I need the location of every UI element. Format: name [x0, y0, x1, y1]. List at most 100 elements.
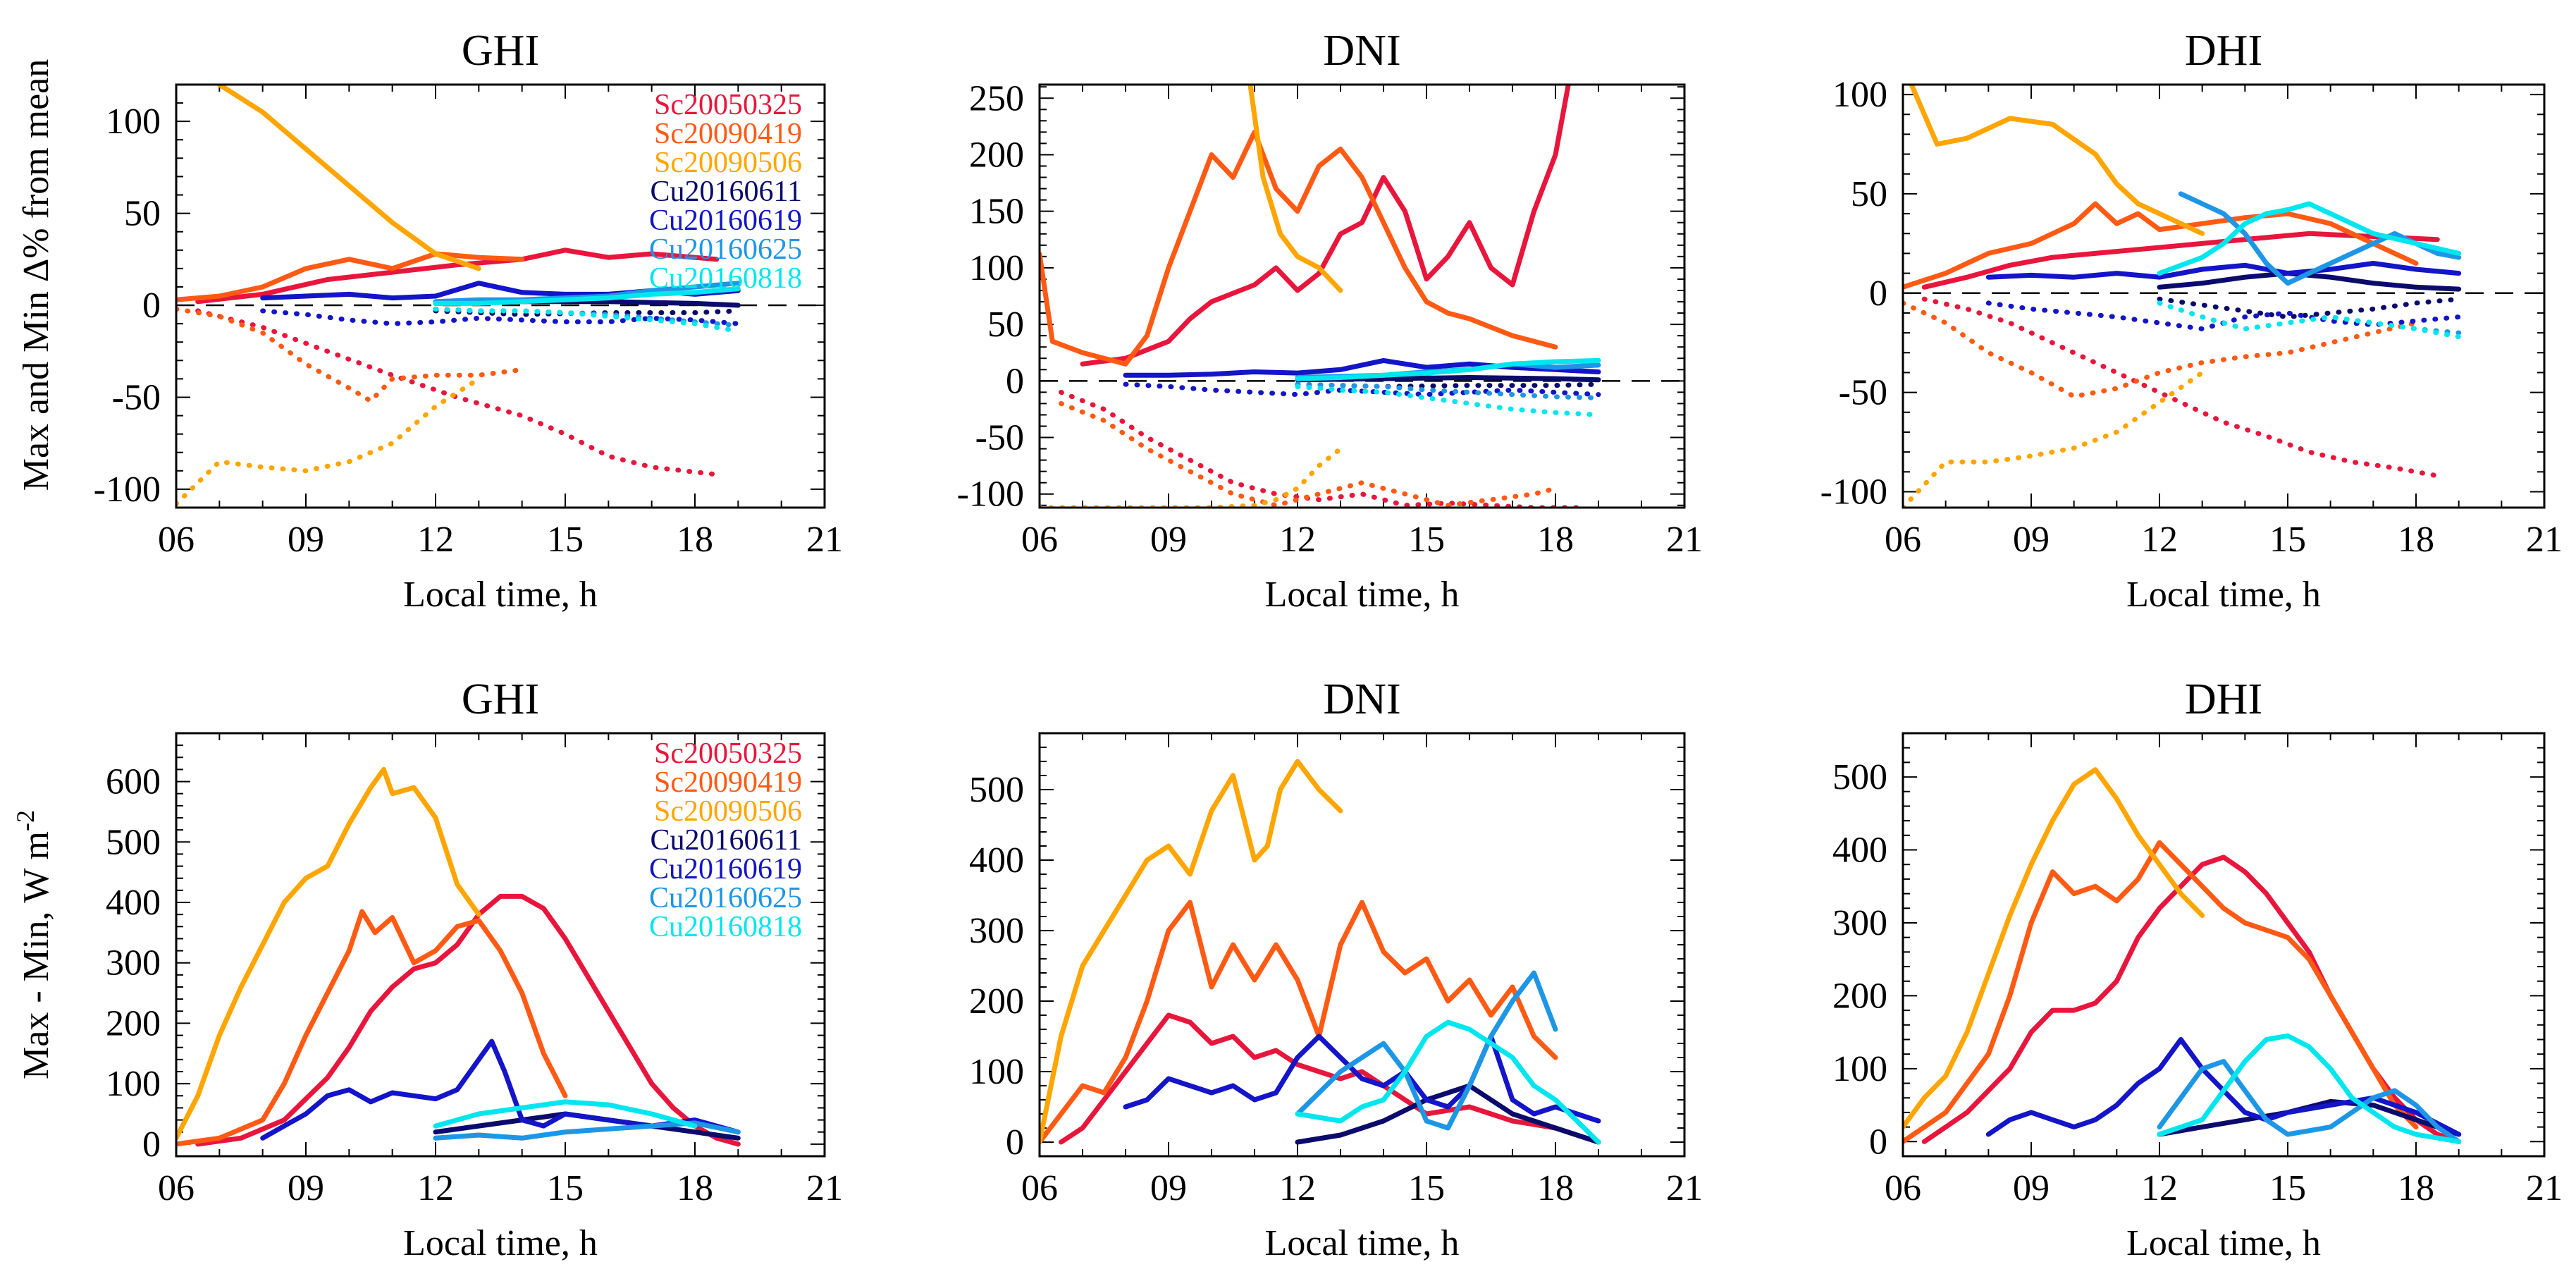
x-axis-label: Local time, h — [2126, 575, 2321, 615]
y-tick-label: 150 — [969, 192, 1024, 232]
x-tick-label: 06 — [158, 520, 195, 560]
series-group — [176, 85, 741, 507]
series-group — [1040, 759, 1601, 1145]
row-1-ylabel: Max and Min Δ% from mean — [16, 59, 56, 491]
legend-entry-cu20160619: Cu20160619 — [649, 204, 802, 237]
x-tick-label: 18 — [1537, 1168, 1574, 1208]
x-tick-label: 09 — [1150, 1168, 1187, 1208]
series-line-cu20160619-max — [1123, 357, 1601, 378]
series-line-sc20090506 — [1040, 759, 1343, 1145]
plot-frame — [1038, 83, 1686, 509]
series-line-sc20090419 — [1040, 900, 1558, 1145]
series-line-cu20160818-max — [2157, 201, 2462, 276]
plot-frame — [1902, 83, 2546, 509]
legend-entry-sc20090506: Sc20090506 — [654, 795, 802, 828]
x-tick-label: 06 — [1021, 1168, 1058, 1208]
series-line-cu20160619 — [1985, 1037, 2462, 1137]
series-line-cu20160625 — [1295, 970, 1558, 1131]
chart-panel-4: GHI Local time, h 06 09 12 15 18 21 0 100 200 300 40… — [106, 675, 843, 1263]
x-tick-label: 21 — [806, 1168, 843, 1208]
series-line-sc20090506 — [1903, 767, 2205, 1130]
x-tick-label: 15 — [1408, 520, 1445, 560]
y-tick-label: -50 — [1839, 373, 1887, 413]
x-tick-label: 12 — [2141, 520, 2178, 560]
plot-frame — [175, 732, 826, 1158]
y-tick-label: -50 — [112, 377, 161, 417]
y-tick-label: 100 — [106, 1064, 161, 1104]
x-tick-label: 09 — [1150, 520, 1187, 560]
plot-frame — [175, 83, 826, 509]
series-line-cu20160818 — [433, 1099, 698, 1129]
y-tick-label: 100 — [1832, 1049, 1887, 1089]
legend-entry-cu20160818: Cu20160818 — [649, 911, 802, 943]
chart-title: DNI — [1323, 675, 1400, 723]
chart-panel-3: DHI Local time, h 06 09 12 15 18 21 -100 -50 0 50 10… — [1820, 27, 2563, 615]
y-tick-label: 300 — [969, 911, 1024, 951]
row-2-ylabel-exponent: -2 — [11, 810, 39, 831]
y-tick-label: 200 — [106, 1003, 161, 1043]
x-axis-label: Local time, h — [1265, 575, 1460, 615]
legend-entry-sc20050325: Sc20050325 — [654, 737, 802, 770]
chart-panel-1: GHI Local time, h 06 09 12 15 18 21 -100 -50 0 50 10… — [94, 27, 843, 615]
y-tick-label: -100 — [1820, 472, 1887, 512]
y-tick-label: 0 — [142, 1124, 161, 1165]
series-line-cu20160619-max — [1985, 261, 2462, 280]
x-tick-label: 18 — [677, 520, 713, 560]
chart-panel-5: DNI Local time, h 06 09 12 15 18 21 0 100 200 300 40… — [969, 675, 1703, 1263]
series-line-sc20090419-max — [1040, 129, 1558, 367]
y-tick-label: 0 — [1869, 1122, 1887, 1162]
series-line-cu20160625-min — [1295, 381, 1601, 400]
y-tick-label: 500 — [106, 822, 161, 862]
series-group — [1903, 85, 2462, 508]
x-tick-label: 12 — [1279, 520, 1316, 560]
x-axis-label: Local time, h — [403, 1223, 598, 1263]
chart-title: GHI — [462, 27, 539, 75]
series-line-sc20090419-max — [176, 251, 525, 302]
series-line-cu20160611 — [1295, 1083, 1601, 1145]
chart-panel-2: DNI Local time, h 06 09 12 15 18 21 -100 -50 0 50 10… — [957, 27, 1703, 615]
y-tick-label: -100 — [94, 470, 161, 510]
y-tick-label: 100 — [1832, 75, 1887, 115]
x-tick-label: 06 — [1885, 520, 1921, 560]
y-tick-label: 0 — [142, 286, 161, 326]
y-tick-label: 50 — [1851, 174, 1887, 214]
series-line-sc20090506-max — [1909, 85, 2205, 236]
y-tick-label: 400 — [1832, 830, 1887, 871]
legend-entry-sc20050325: Sc20050325 — [654, 89, 802, 121]
x-tick-label: 12 — [2141, 1168, 2178, 1208]
x-tick-label: 09 — [288, 1168, 324, 1208]
series-line-sc20050325 — [195, 893, 741, 1147]
chart-legend: Sc20050325Sc20090419Sc20090506Cu20160611… — [649, 89, 802, 295]
series-line-cu20160818 — [2157, 1033, 2462, 1144]
series-group — [176, 766, 741, 1147]
legend-entry-sc20090419: Sc20090419 — [654, 118, 802, 150]
series-line-cu20160625 — [2157, 1059, 2462, 1144]
x-tick-label: 15 — [1408, 1168, 1445, 1208]
x-tick-label: 21 — [2526, 1168, 2563, 1208]
series-line-cu20160619-min — [1123, 381, 1601, 398]
x-axis-label: Local time, h — [1265, 1223, 1460, 1263]
y-tick-label: 200 — [1832, 976, 1887, 1016]
x-tick-label: 12 — [417, 520, 454, 560]
x-tick-label: 18 — [1537, 520, 1574, 560]
series-line-sc20050325-min — [1059, 389, 1579, 508]
series-line-sc20090506-min — [176, 376, 481, 507]
series-group — [1903, 767, 2462, 1144]
legend-entry-sc20090419: Sc20090419 — [654, 766, 802, 799]
chart-title: DHI — [2185, 27, 2262, 75]
legend-entry-cu20160611: Cu20160611 — [651, 176, 802, 208]
x-tick-label: 21 — [1666, 520, 1703, 560]
chart-panel-6: DHI Local time, h 06 09 12 15 18 21 0 100 200 300 40… — [1832, 675, 2563, 1263]
chart-title: DNI — [1323, 27, 1400, 75]
x-tick-label: 06 — [1885, 1168, 1921, 1208]
chart-title: GHI — [462, 675, 539, 723]
series-line-cu20160619 — [1123, 1034, 1601, 1124]
series-line-sc20090506-max — [216, 85, 481, 271]
x-tick-label: 09 — [2013, 520, 2050, 560]
series-line-sc20090419 — [1903, 840, 2419, 1144]
series-line-sc20090419-max — [1903, 201, 2419, 290]
series-line-sc20090506-min — [1903, 370, 2205, 508]
y-tick-label: 500 — [969, 770, 1024, 810]
legend-entry-sc20090506: Sc20090506 — [654, 147, 802, 179]
